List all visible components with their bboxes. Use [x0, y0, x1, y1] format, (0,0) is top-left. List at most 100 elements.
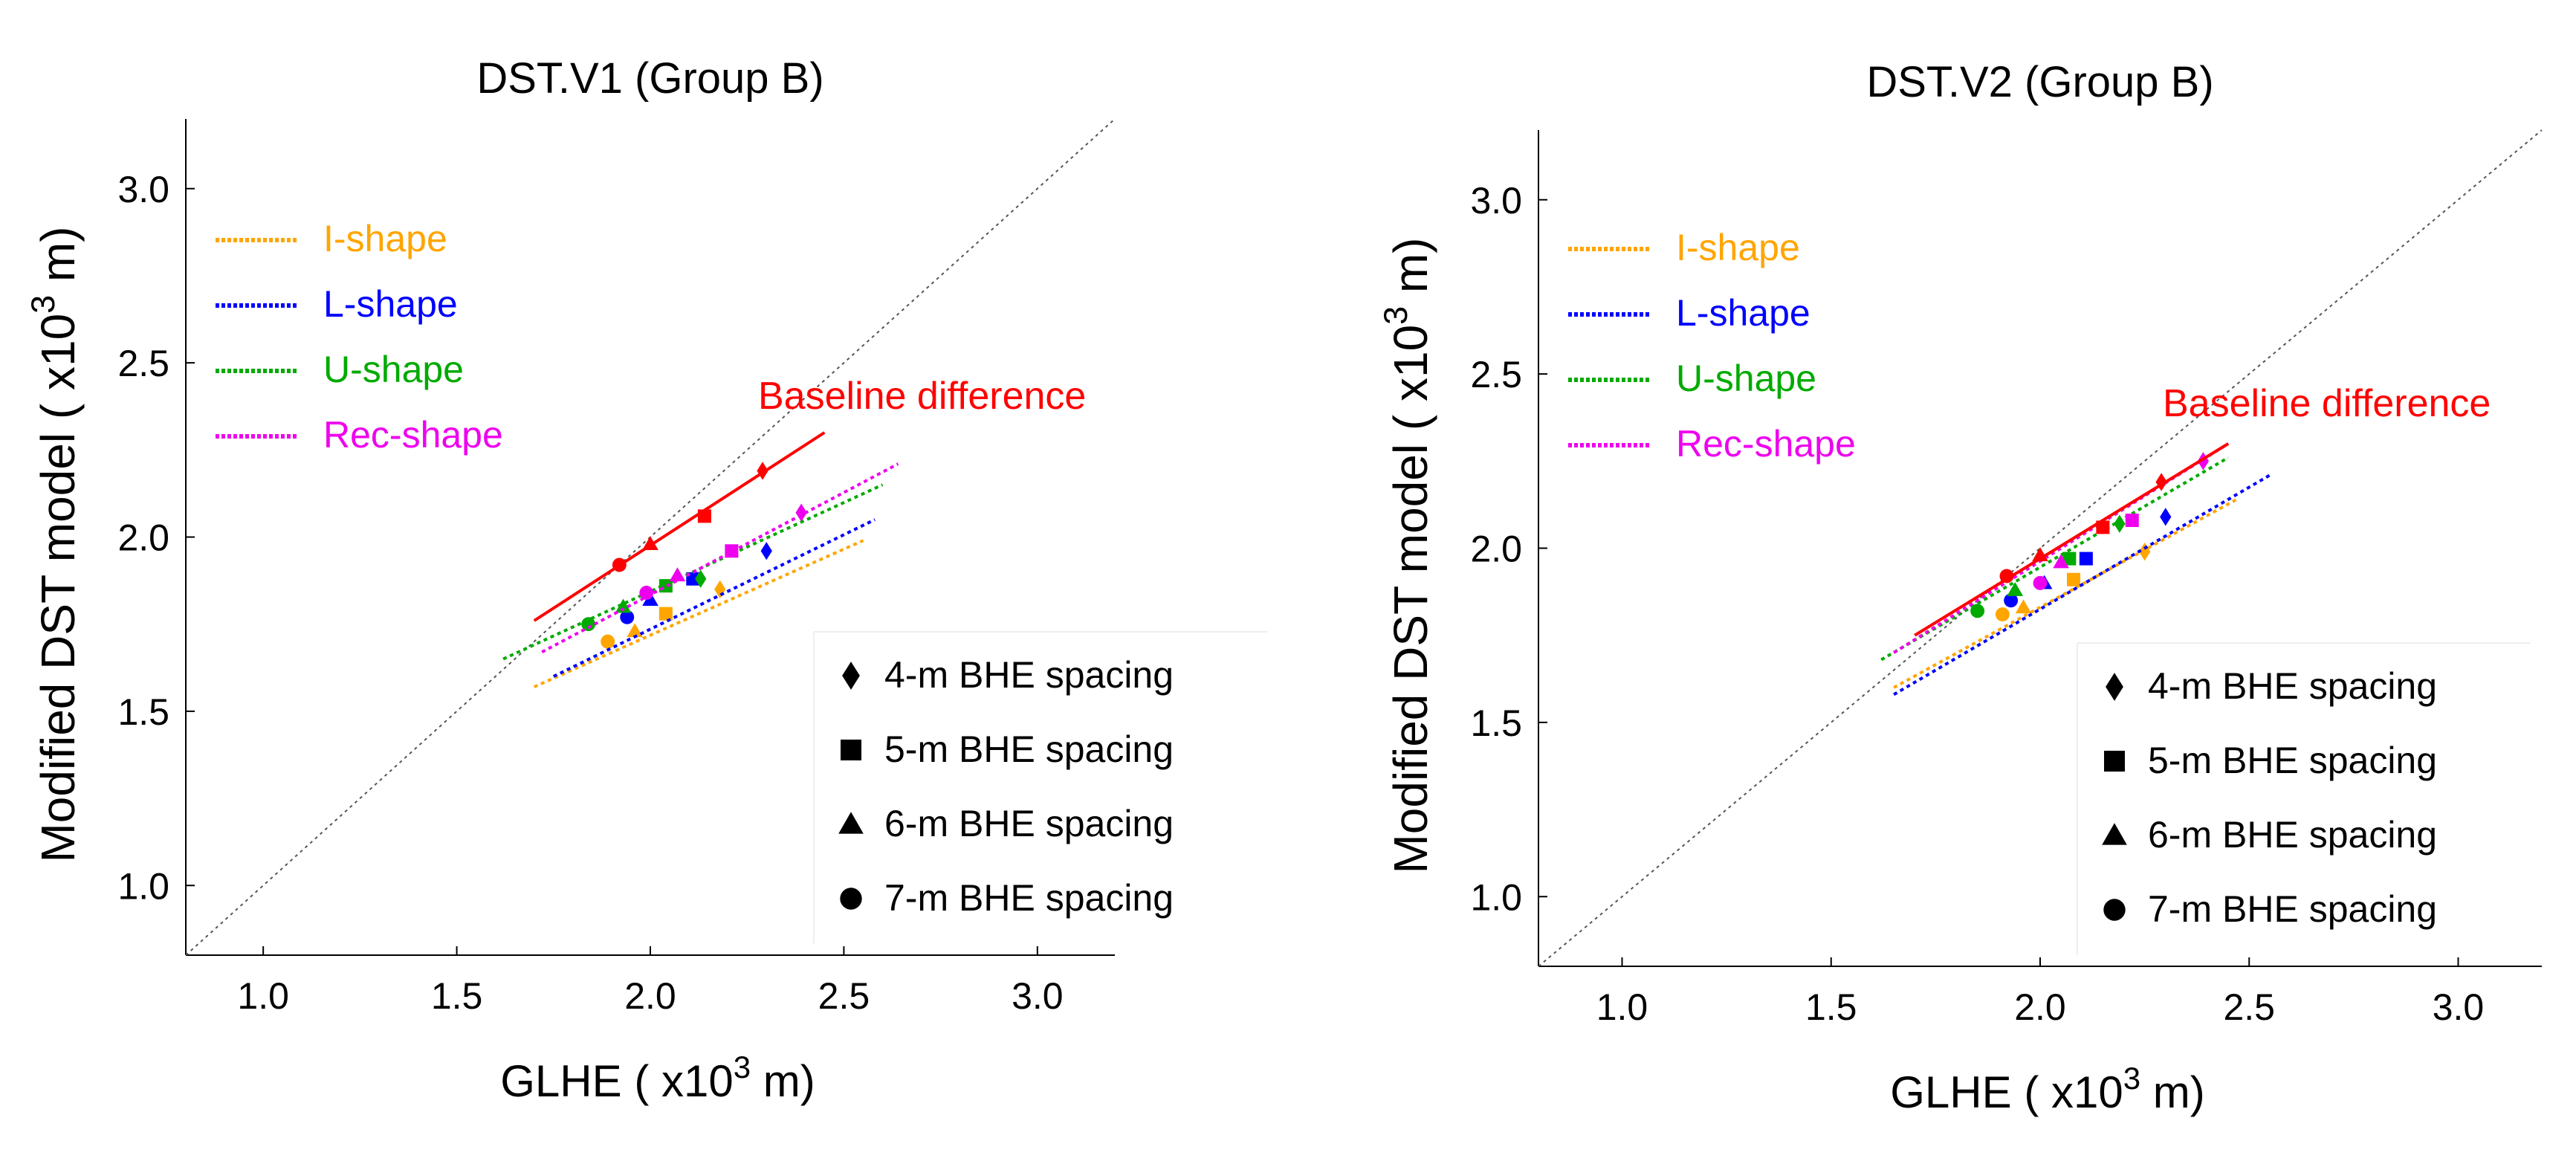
- x-tick-label: 2.5: [818, 975, 870, 1017]
- trend-line: [541, 462, 899, 653]
- marker-legend-label: 4-m BHE spacing: [2148, 665, 2437, 707]
- data-point: [2114, 514, 2126, 533]
- data-point: [1970, 604, 1985, 618]
- baseline-fit-line: [533, 431, 826, 622]
- series-l-shape: [552, 518, 876, 678]
- series-l-shape: [1893, 473, 2271, 696]
- legend-diamond-icon: [2106, 673, 2123, 701]
- trend-line: [502, 483, 884, 661]
- y-axis-label: Modified DST model ( x103 m): [1377, 237, 1437, 873]
- legend-label: U-shape: [323, 349, 464, 390]
- y-axis-label: Modified DST model ( x103 m): [25, 226, 85, 862]
- chart-title: DST.V2 (Group B): [1866, 58, 2213, 106]
- legend-triangle-icon: [838, 812, 864, 834]
- legend-circle-icon: [2103, 899, 2126, 921]
- series-u-shape: [502, 483, 884, 661]
- data-point: [612, 557, 627, 572]
- x-axis-label: GLHE ( x103 m): [500, 1050, 815, 1106]
- trend-line: [1893, 498, 2238, 689]
- legend-circle-icon: [840, 888, 862, 910]
- x-tick-label: 2.0: [2014, 986, 2066, 1028]
- data-point: [2062, 552, 2077, 566]
- data-point: [2096, 520, 2110, 534]
- data-point: [2155, 473, 2167, 491]
- data-point: [2004, 593, 2019, 608]
- x-tick-label: 1.5: [1805, 986, 1857, 1028]
- baseline-annotation: Baseline difference: [2163, 382, 2491, 425]
- data-point: [2053, 554, 2069, 569]
- legend-diamond-icon: [842, 662, 860, 690]
- data-point: [620, 610, 635, 624]
- data-point: [642, 592, 658, 606]
- data-point: [760, 542, 772, 560]
- marker-legend-label: 5-m BHE spacing: [2148, 740, 2437, 781]
- legend: I-shape L-shape U-shape Rec-shape: [216, 218, 503, 456]
- legend-label: L-shape: [1676, 292, 1810, 334]
- legend-label: Rec-shape: [323, 414, 503, 456]
- x-tick-label: 1.0: [1596, 986, 1648, 1028]
- series-rec-shape: [541, 462, 899, 653]
- data-point: [642, 536, 658, 550]
- data-point: [757, 462, 768, 480]
- marker-legend-label: 5-m BHE spacing: [884, 728, 1174, 770]
- y-axis-label-unit: m): [1384, 237, 1437, 306]
- legend-triangle-icon: [2102, 823, 2127, 845]
- marker-legend-label: 6-m BHE spacing: [2148, 814, 2437, 856]
- data-point: [795, 503, 807, 522]
- baseline-fit-line: [1914, 442, 2230, 637]
- y-axis-label-superscript: 3: [1377, 306, 1414, 325]
- y-tick-label: 2.0: [1470, 528, 1522, 570]
- trend-line: [1893, 473, 2271, 696]
- data-point: [581, 617, 596, 632]
- y-axis-label-text: Modified DST model ( x10: [1384, 325, 1437, 874]
- data-point: [2033, 575, 2048, 590]
- trend-line: [533, 539, 864, 688]
- legend-square-icon: [2104, 751, 2125, 772]
- marker-legend-label: 7-m BHE spacing: [884, 877, 1174, 919]
- data-point: [695, 569, 707, 588]
- series-baseline-difference: [533, 431, 826, 622]
- x-tick-label: 3.0: [1012, 975, 1064, 1017]
- x-tick-label: 2.0: [624, 975, 676, 1017]
- x-tick-label: 3.0: [2433, 986, 2485, 1028]
- legend-label: I-shape: [323, 218, 447, 259]
- y-tick-label: 2.0: [117, 517, 169, 559]
- y-tick-label: 3.0: [117, 169, 169, 210]
- data-point: [2125, 514, 2139, 527]
- marker-legend: 4-m BHE spacing 5-m BHE spacing 6-m BHE sp…: [2077, 642, 2531, 955]
- data-point: [725, 544, 739, 558]
- y-tick-label: 1.5: [1470, 702, 1522, 744]
- x-axis-label-superscript: 3: [2123, 1061, 2140, 1096]
- y-tick-label: 2.5: [1470, 354, 1522, 395]
- x-tick-label: 1.0: [237, 975, 289, 1017]
- x-axis-label-unit: m): [751, 1056, 815, 1106]
- series-i-shape: [533, 539, 864, 688]
- y-tick-label: 1.0: [117, 865, 169, 907]
- x-axis-label-superscript: 3: [734, 1050, 751, 1084]
- data-point: [658, 607, 673, 621]
- y-axis-label-unit: m): [31, 226, 85, 294]
- x-tick-label: 1.5: [431, 975, 483, 1017]
- legend-square-icon: [841, 740, 861, 760]
- marker-legend-label: 7-m BHE spacing: [2148, 888, 2437, 930]
- trend-line: [552, 518, 876, 678]
- series-i-shape: [1893, 498, 2238, 689]
- legend-label: U-shape: [1676, 358, 1816, 399]
- data-point: [2032, 547, 2048, 561]
- y-tick-label: 2.5: [117, 343, 169, 384]
- data-point: [697, 509, 711, 523]
- marker-legend: 4-m BHE spacing 5-m BHE spacing 6-m BHE sp…: [813, 631, 1267, 944]
- x-axis-label-text: GLHE ( x10: [1890, 1067, 2123, 1117]
- data-point: [669, 567, 686, 582]
- data-point: [1995, 607, 2010, 622]
- chart-title: DST.V1 (Group B): [476, 54, 823, 103]
- data-point: [627, 623, 643, 638]
- x-tick-label: 2.5: [2223, 986, 2275, 1028]
- data-point: [615, 598, 632, 613]
- legend: I-shape L-shape U-shape Rec-shape: [1568, 227, 1856, 465]
- data-point: [1999, 569, 2014, 584]
- y-tick-label: 1.5: [117, 691, 169, 733]
- data-point: [2007, 581, 2024, 596]
- chart-panel-1: 1.0 1.5 2.0 2.5 3.0 1.0 1.5 2.0 2.5 3.0 DST.V1 (Gr…: [25, 54, 1267, 1106]
